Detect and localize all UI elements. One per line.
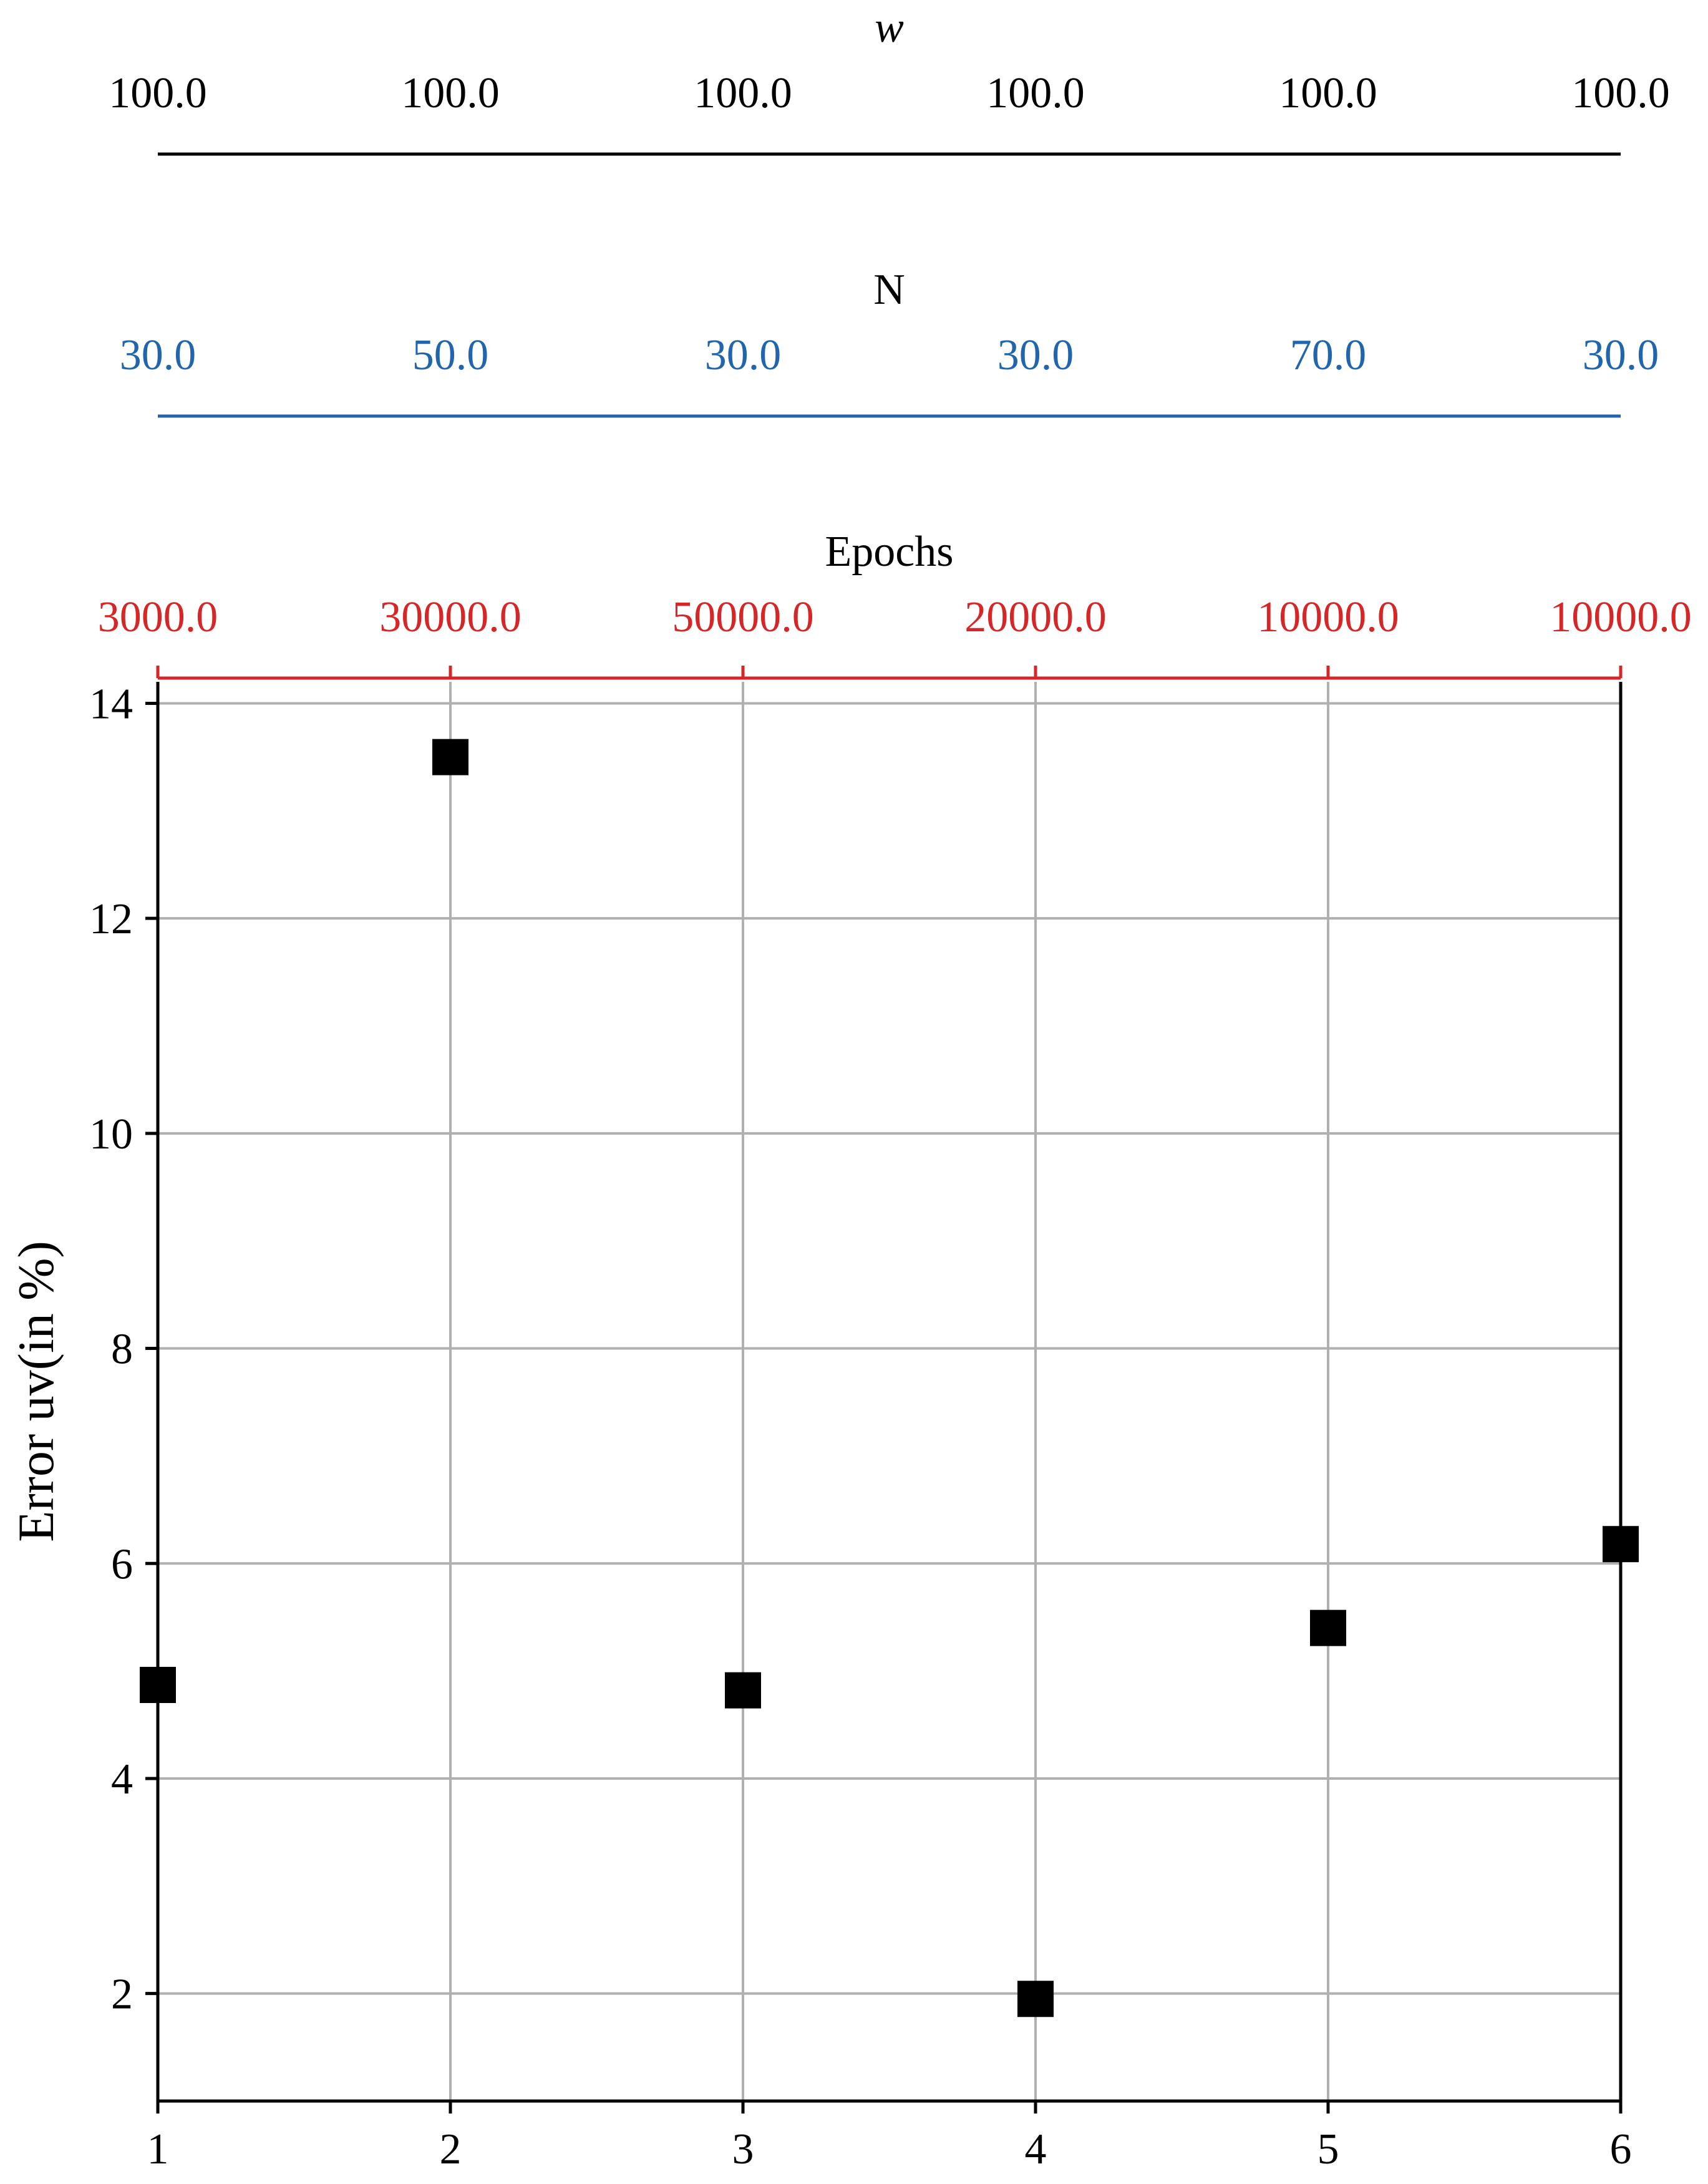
top-axis-tick-label: 3000.0: [98, 593, 218, 641]
y-tick-label: 4: [111, 1755, 133, 1803]
top-axis-tick-label: 50.0: [412, 331, 489, 379]
data-point: [1310, 1609, 1346, 1646]
x-tick-label: 6: [1610, 2125, 1632, 2173]
top-axis-tick-label: 30.0: [705, 331, 782, 379]
top-axis: w 100.0 100.0 100.0 100.0 100.0 100.0: [109, 4, 1670, 156]
x-tick-label: 5: [1317, 2125, 1339, 2173]
data-point: [140, 1667, 176, 1704]
y-axis-label: Error uv(in %): [7, 1241, 64, 1542]
data-point: [432, 739, 468, 775]
top-axis-tick-label: 10000.0: [1550, 593, 1692, 641]
top-axis-tick-label: 70.0: [1290, 331, 1367, 379]
y-tick-label: 6: [111, 1540, 133, 1588]
top-axis-title: Epochs: [825, 528, 953, 576]
data-point: [1017, 1981, 1054, 2017]
top-axis-tick-label: 100.0: [986, 69, 1085, 117]
top-axis-tick-label: 30.0: [1583, 331, 1659, 379]
top-axis-tick-label: 100.0: [694, 69, 792, 117]
x-tick-label: 2: [440, 2125, 462, 2173]
top-axis-title: N: [873, 266, 905, 314]
top-axis: N 30.0 50.0 30.0 30.0 70.0 30.0: [120, 266, 1659, 418]
top-axis-tick-label: 100.0: [109, 69, 207, 117]
x-tick-label: 3: [732, 2125, 754, 2173]
top-axis-tick-label: 30.0: [120, 331, 197, 379]
top-axis: Epochs 3000.0 30000.0 50000.0 20000.0 10000.0…: [98, 528, 1692, 680]
top-axis-tick-label: 10000.0: [1257, 593, 1399, 641]
top-axis-tick-label: 100.0: [1279, 69, 1377, 117]
x-tick-label: 1: [147, 2125, 169, 2173]
top-axis-tick-label: 100.0: [401, 69, 500, 117]
y-tick-label: 2: [111, 1971, 133, 2019]
data-point: [1603, 1526, 1639, 1563]
top-axis-tick-label: 30000.0: [379, 593, 522, 641]
y-tick-label: 8: [111, 1326, 133, 1374]
data-points: [140, 739, 1639, 2017]
top-axes: w 100.0 100.0 100.0 100.0 100.0 100.0 N 30.0 50.0…: [98, 4, 1692, 680]
top-axis-tick-label: 20000.0: [964, 593, 1107, 641]
data-point: [725, 1672, 761, 1709]
top-axis-tick-label: 100.0: [1571, 69, 1670, 117]
y-tick-label: 10: [89, 1110, 133, 1158]
top-axis-title: w: [875, 4, 904, 52]
top-axis-tick-label: 50000.0: [672, 593, 814, 641]
x-tick-label: 4: [1025, 2125, 1047, 2173]
top-axis-tick-label: 30.0: [997, 331, 1074, 379]
y-tick-label: 12: [89, 895, 133, 943]
y-tick-label: 14: [89, 680, 133, 728]
